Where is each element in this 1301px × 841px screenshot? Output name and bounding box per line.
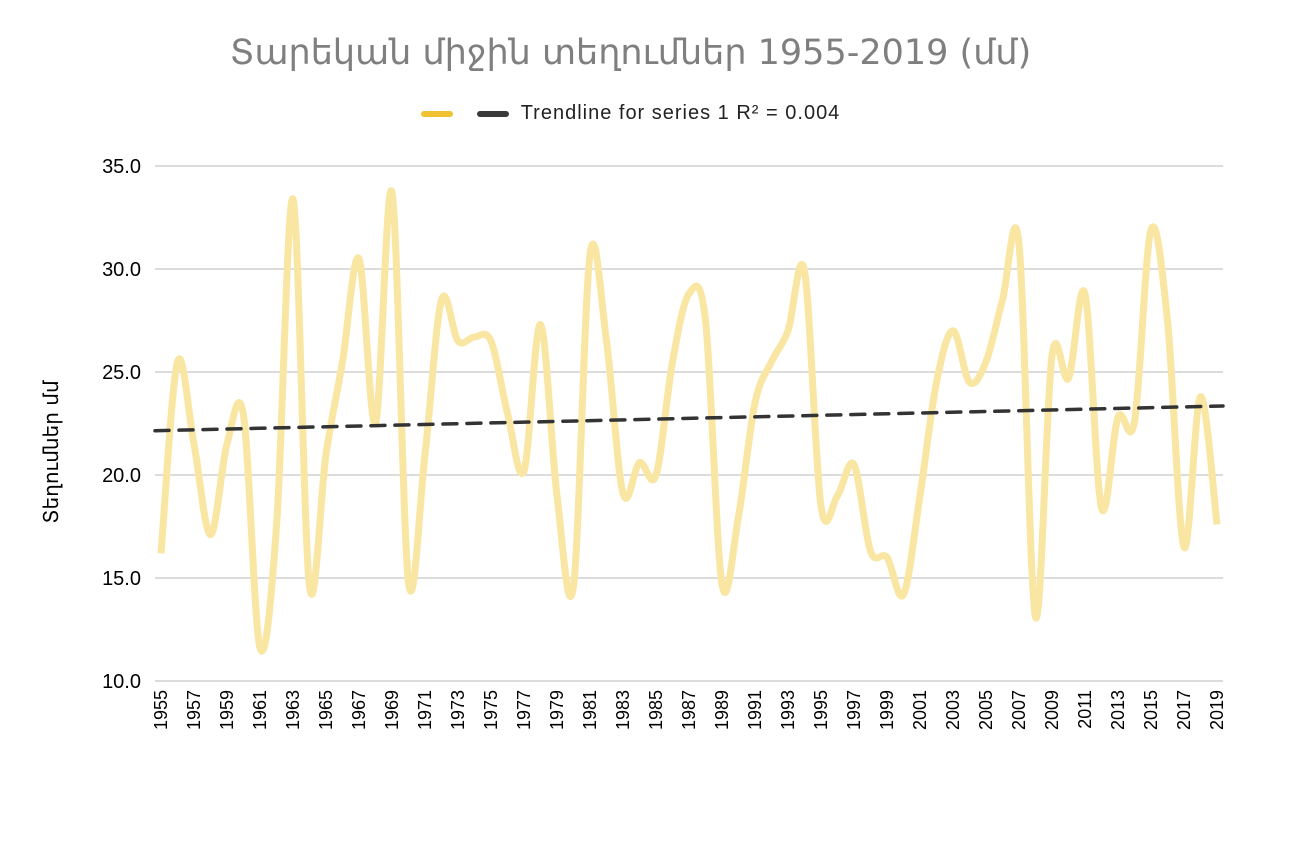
legend-series-1 bbox=[420, 110, 453, 117]
trendline-group bbox=[153, 404, 1225, 433]
legend-trendline-label: Trendline for series 1 R² = 0.004 bbox=[520, 102, 841, 124]
x-tick-label: 1987 bbox=[679, 690, 699, 730]
x-tick-label: 2015 bbox=[1141, 690, 1161, 730]
x-tick-label: 1955 bbox=[151, 690, 171, 730]
x-tick-label: 1975 bbox=[481, 690, 501, 730]
legend-series-swatch bbox=[420, 110, 453, 117]
y-axis-label: Տեղումներ մմ bbox=[39, 380, 63, 524]
x-tick-label: 1977 bbox=[514, 690, 534, 730]
trendline bbox=[153, 404, 1225, 433]
x-tick-label: 1981 bbox=[580, 690, 600, 730]
chart-title: Տարեկան միջին տեղումներ 1955-2019 (մմ) bbox=[229, 33, 1032, 73]
x-axis-tick-labels: 1955 1957 1959 1961 1963 1965 1967 1969 1971 1973… bbox=[151, 690, 1227, 730]
gridlines bbox=[155, 165, 1223, 682]
x-tick-label: 1989 bbox=[712, 690, 732, 730]
x-tick-label: 1983 bbox=[613, 690, 633, 730]
chart-legend: Trendline for series 1 R² = 0.004 bbox=[0, 102, 1261, 125]
x-tick-label: 2011 bbox=[1075, 690, 1095, 729]
x-tick-label: 2001 bbox=[910, 690, 930, 730]
x-tick-label: 2007 bbox=[1009, 690, 1029, 730]
x-tick-label: 1997 bbox=[844, 690, 864, 730]
x-tick-label: 1995 bbox=[811, 690, 831, 730]
x-tick-label: 2019 bbox=[1207, 690, 1227, 730]
series-group bbox=[157, 187, 1221, 655]
x-tick-label: 1961 bbox=[250, 690, 270, 730]
x-tick-label: 1971 bbox=[415, 690, 435, 730]
x-tick-label: 1959 bbox=[217, 690, 237, 730]
x-tick-label: 2013 bbox=[1108, 690, 1128, 730]
y-tick-label: 20.0 bbox=[102, 465, 141, 487]
y-tick-label: 10.0 bbox=[102, 671, 141, 693]
x-tick-label: 1957 bbox=[184, 690, 204, 730]
x-tick-label: 1963 bbox=[283, 690, 303, 730]
x-tick-label: 2017 bbox=[1174, 690, 1194, 730]
legend-trendline: Trendline for series 1 R² = 0.004 bbox=[476, 102, 841, 125]
x-tick-label: 1973 bbox=[448, 690, 468, 730]
x-tick-label: 1993 bbox=[778, 690, 798, 730]
x-tick-label: 1965 bbox=[316, 690, 336, 730]
x-tick-label: 1985 bbox=[646, 690, 666, 730]
x-tick-label: 1979 bbox=[547, 690, 567, 730]
x-tick-label: 2003 bbox=[943, 690, 963, 730]
y-tick-label: 15.0 bbox=[102, 568, 141, 590]
x-tick-label: 1999 bbox=[877, 690, 897, 730]
legend-trendline-swatch bbox=[476, 110, 509, 117]
y-axis-tick-labels: 10.0 15.0 20.0 25.0 30.0 35.0 bbox=[102, 156, 141, 693]
x-tick-label: 2005 bbox=[976, 690, 996, 730]
series-line bbox=[157, 187, 1221, 655]
x-tick-label: 1969 bbox=[382, 690, 402, 730]
x-tick-label: 1967 bbox=[349, 690, 369, 730]
y-tick-label: 30.0 bbox=[102, 259, 141, 281]
x-tick-label: 1991 bbox=[745, 690, 765, 730]
x-tick-label: 2009 bbox=[1042, 690, 1062, 730]
y-tick-label: 25.0 bbox=[102, 362, 141, 384]
y-tick-label: 35.0 bbox=[102, 156, 141, 178]
